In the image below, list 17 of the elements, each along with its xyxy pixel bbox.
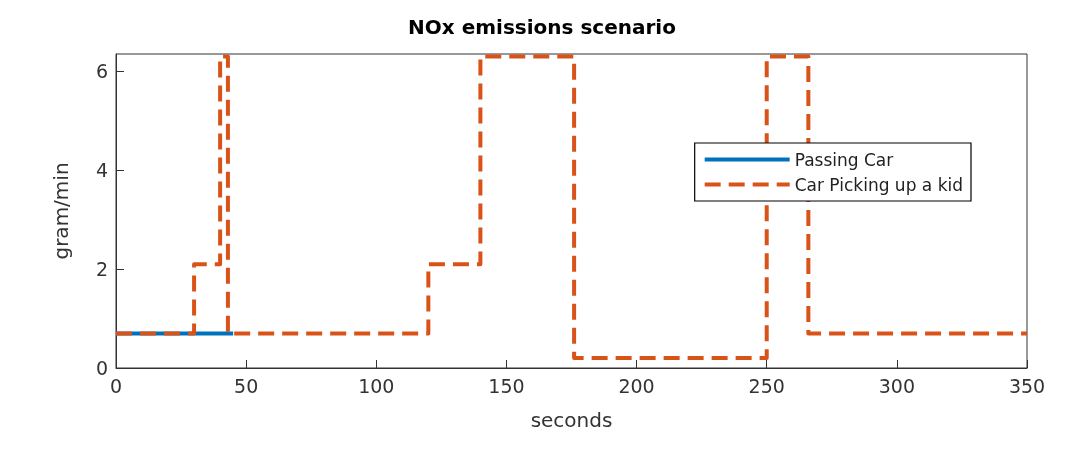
y-tick-label: 4 [95,159,108,182]
x-tick-label: 300 [878,374,915,397]
x-tick-label: 0 [109,374,123,397]
y-tick-label: 0 [95,357,108,379]
x-tick-label: 150 [488,374,525,397]
x-tick-label: 250 [748,374,785,397]
x-axis-title: seconds [530,408,613,432]
x-tick-label: 200 [618,374,655,397]
chart-title: NOx emissions scenario [408,15,676,39]
y-axis-title: gram/min [49,162,73,260]
x-tick-label: 350 [1008,374,1046,397]
x-tick-label: 100 [358,374,395,397]
y-tick-label: 2 [95,258,108,281]
x-tick-label: 50 [234,374,259,397]
legend-label: Passing Car [794,149,894,170]
legend-label: Car Picking up a kid [794,174,964,195]
y-tick-label: 6 [95,60,108,83]
